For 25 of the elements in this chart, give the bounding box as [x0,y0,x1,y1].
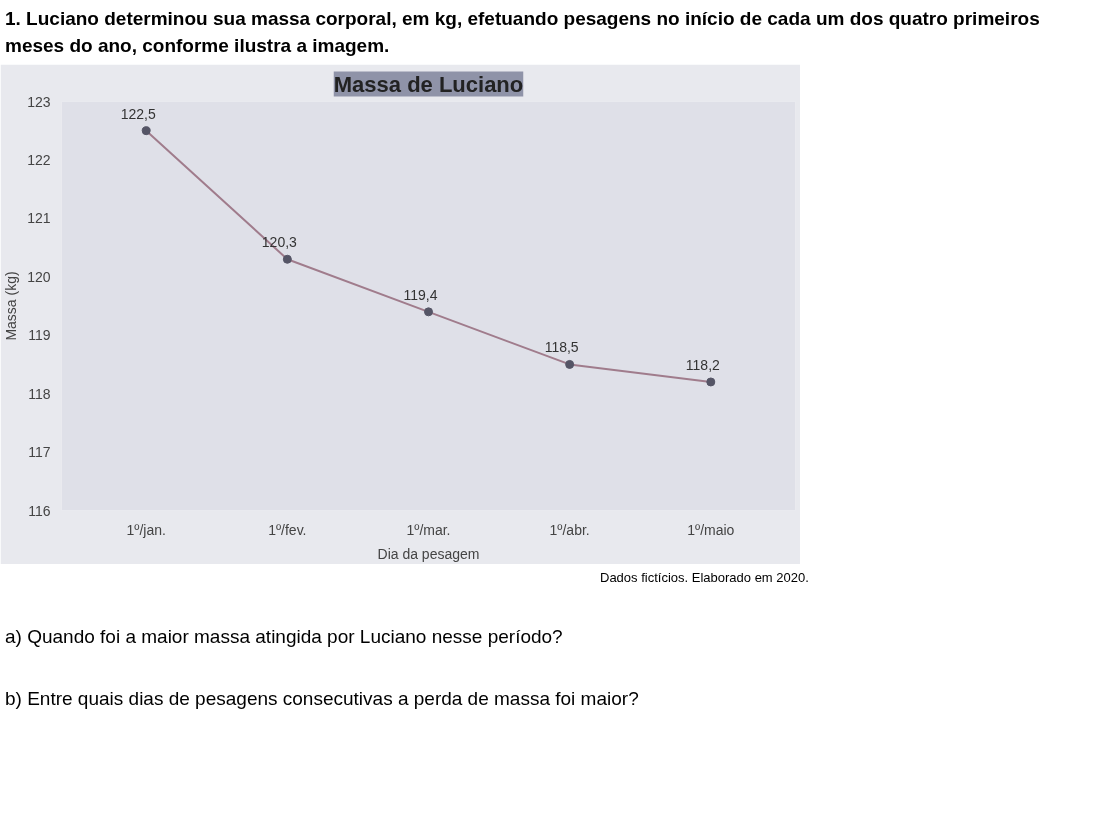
y-tick-label: 116 [28,502,51,519]
y-tick-label: 123 [27,93,51,110]
data-label: 118,5 [544,339,579,356]
data-label: 118,2 [685,357,721,374]
x-axis-title: Dia da pesagem [377,545,480,562]
x-tick-label: 1º/mar. [406,521,451,538]
x-tick-label: 1º/jan. [126,521,166,538]
y-tick-label: 117 [28,444,51,461]
text: Dados fictícios. Elaborado em 2020. [600,569,809,588]
y-tick-label: 119 [28,327,51,344]
data-label: 120,3 [261,234,298,251]
y-tick-label: 122 [27,152,51,169]
x-tick-label: 1º/maio [687,521,735,538]
y-tick-label: 120 [27,269,51,286]
text: 1. Luciano determinou sua massa corporal, em kg, efetuando pesagens no início de cada um dos quatro primeiros meses do ano, conforme ilustra a imagem. [5,7,1041,59]
data-label: 122,5 [120,106,156,122]
x-tick-label: 1º/abr. [549,521,590,538]
y-tick-label: 121 [27,210,51,227]
text: a) Quando foi a maior massa atingida por Luciano nesse período? [5,624,563,649]
y-tick-label: 118 [28,385,51,402]
chart-title: Massa de Luciano [333,71,524,97]
data-label: 119,4 [403,287,438,304]
x-tick-label: 1º/fev. [268,521,307,538]
y-axis-title: Massa (kg) [3,271,20,341]
text: b) Entre quais dias de pesagens consecutivas a perda de massa foi maior? [5,687,639,711]
